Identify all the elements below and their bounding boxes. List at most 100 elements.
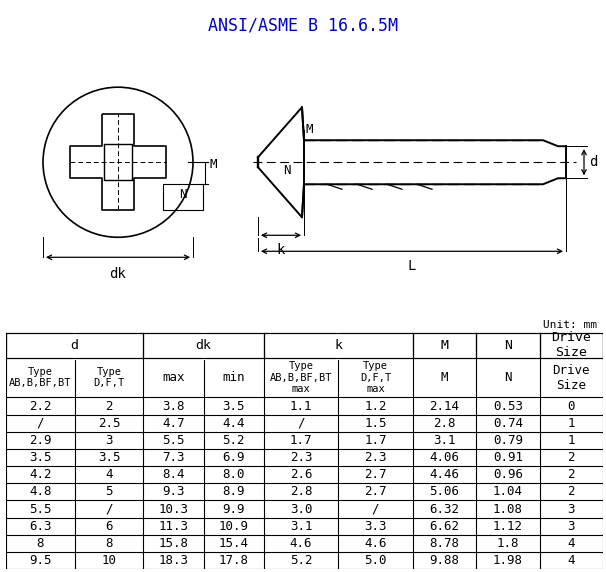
Text: 2.8: 2.8: [290, 486, 312, 498]
Text: /: /: [297, 417, 305, 430]
Text: 5.0: 5.0: [364, 554, 387, 567]
Text: 6.9: 6.9: [222, 451, 245, 464]
Text: dk: dk: [110, 267, 127, 281]
Text: 6: 6: [105, 520, 113, 533]
Bar: [163, 184, 203, 210]
Text: N: N: [283, 164, 290, 177]
Text: 3.3: 3.3: [364, 520, 387, 533]
Text: M: M: [441, 339, 448, 352]
Text: 15.4: 15.4: [219, 537, 248, 550]
Text: /: /: [105, 503, 113, 515]
Text: 15.8: 15.8: [158, 537, 188, 550]
Text: 1.2: 1.2: [364, 399, 387, 412]
Text: 1: 1: [567, 434, 575, 447]
Text: Drive
Size: Drive Size: [551, 331, 591, 359]
Text: Type
AB,B,BF,BT
max: Type AB,B,BF,BT max: [270, 361, 332, 394]
Text: 3.1: 3.1: [290, 520, 312, 533]
Text: 4: 4: [567, 537, 575, 550]
Text: 1.04: 1.04: [493, 486, 523, 498]
Text: 9.9: 9.9: [222, 503, 245, 515]
Text: 4.4: 4.4: [222, 417, 245, 430]
Text: 17.8: 17.8: [219, 554, 248, 567]
Text: M: M: [210, 158, 218, 170]
Text: 2.9: 2.9: [29, 434, 52, 447]
Text: 2.2: 2.2: [29, 399, 52, 412]
Text: k: k: [277, 243, 285, 257]
Text: d: d: [589, 155, 598, 169]
Text: 3.5: 3.5: [98, 451, 120, 464]
Text: 9.3: 9.3: [162, 486, 185, 498]
Text: 2.5: 2.5: [98, 417, 120, 430]
Text: 3: 3: [567, 520, 575, 533]
Text: /: /: [36, 417, 44, 430]
Text: 5: 5: [105, 486, 113, 498]
Text: 8.9: 8.9: [222, 486, 245, 498]
Text: Type
D,F,T: Type D,F,T: [93, 367, 125, 388]
Text: 11.3: 11.3: [158, 520, 188, 533]
Text: 2.6: 2.6: [290, 468, 312, 481]
Text: 1.98: 1.98: [493, 554, 523, 567]
Text: 3.5: 3.5: [222, 399, 245, 412]
Text: 4.06: 4.06: [430, 451, 459, 464]
Text: d: d: [71, 339, 79, 352]
Text: 8: 8: [36, 537, 44, 550]
Text: 10.9: 10.9: [219, 520, 248, 533]
Text: 1.5: 1.5: [364, 417, 387, 430]
Text: 5.06: 5.06: [430, 486, 459, 498]
Text: M: M: [441, 371, 448, 384]
Text: 9.88: 9.88: [430, 554, 459, 567]
Text: max: max: [162, 371, 185, 384]
Text: 4.7: 4.7: [162, 417, 185, 430]
Text: k: k: [334, 339, 342, 352]
Text: 3.8: 3.8: [162, 399, 185, 412]
Text: N: N: [504, 339, 512, 352]
Text: 2.3: 2.3: [290, 451, 312, 464]
Text: 4.46: 4.46: [430, 468, 459, 481]
Text: 4.2: 4.2: [29, 468, 52, 481]
Text: 1.7: 1.7: [364, 434, 387, 447]
Text: 2: 2: [567, 486, 575, 498]
Text: 2.14: 2.14: [430, 399, 459, 412]
Text: 7.3: 7.3: [162, 451, 185, 464]
Text: 6.3: 6.3: [29, 520, 52, 533]
Text: ANSI/ASME B 16.6.5M: ANSI/ASME B 16.6.5M: [208, 16, 398, 34]
Text: 0: 0: [567, 399, 575, 412]
Text: L: L: [408, 259, 416, 273]
Text: 3: 3: [567, 503, 575, 515]
Text: 2.3: 2.3: [364, 451, 387, 464]
Text: N: N: [179, 188, 187, 201]
Text: 4.6: 4.6: [364, 537, 387, 550]
Text: 0.91: 0.91: [493, 451, 523, 464]
Text: Type
AB,B,BF,BT: Type AB,B,BF,BT: [9, 367, 72, 388]
Text: 4: 4: [105, 468, 113, 481]
Bar: [104, 144, 132, 180]
Text: 8.78: 8.78: [430, 537, 459, 550]
Text: Type
D,F,T
max: Type D,F,T max: [360, 361, 391, 394]
Text: 6.62: 6.62: [430, 520, 459, 533]
Text: Drive
Size: Drive Size: [553, 364, 590, 392]
Text: 0.74: 0.74: [493, 417, 523, 430]
Text: 10.3: 10.3: [158, 503, 188, 515]
Text: 3.5: 3.5: [29, 451, 52, 464]
Text: 3.1: 3.1: [433, 434, 456, 447]
Text: 5.5: 5.5: [29, 503, 52, 515]
Text: 2.8: 2.8: [433, 417, 456, 430]
Text: N: N: [504, 371, 511, 384]
Text: 5.5: 5.5: [162, 434, 185, 447]
Text: 10: 10: [101, 554, 116, 567]
Text: 5.2: 5.2: [222, 434, 245, 447]
Text: Unit: mm: Unit: mm: [543, 320, 597, 330]
Text: 1: 1: [567, 417, 575, 430]
Text: 2: 2: [567, 451, 575, 464]
Text: 1.8: 1.8: [496, 537, 519, 550]
Text: 8: 8: [105, 537, 113, 550]
Text: 2: 2: [567, 468, 575, 481]
Text: M: M: [306, 123, 313, 136]
Text: 3.0: 3.0: [290, 503, 312, 515]
Text: 9.5: 9.5: [29, 554, 52, 567]
Text: 4.8: 4.8: [29, 486, 52, 498]
Text: 2.7: 2.7: [364, 486, 387, 498]
Text: 2: 2: [105, 399, 113, 412]
Text: /: /: [371, 503, 379, 515]
Text: dk: dk: [196, 339, 211, 352]
